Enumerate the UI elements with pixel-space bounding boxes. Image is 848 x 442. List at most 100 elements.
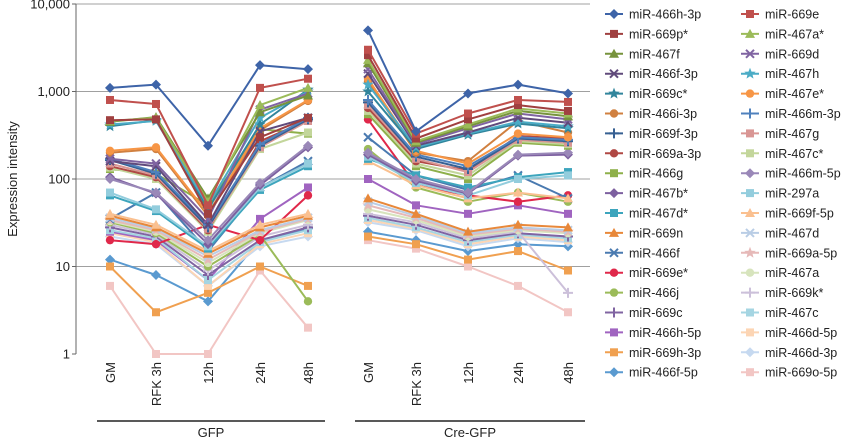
legend-item: miR-467a* bbox=[741, 27, 824, 41]
data-point bbox=[105, 154, 115, 164]
data-point bbox=[303, 191, 313, 200]
data-point bbox=[152, 350, 160, 358]
legend-swatch-marker bbox=[745, 28, 755, 38]
data-point bbox=[204, 209, 212, 218]
legend-label: miR-297a bbox=[765, 187, 819, 201]
legend-item: miR-669p* bbox=[605, 27, 688, 41]
legend-label: miR-467b* bbox=[629, 187, 688, 201]
data-point bbox=[563, 287, 573, 298]
legend-label: miR-467c bbox=[765, 306, 819, 320]
data-point bbox=[255, 107, 265, 117]
data-point bbox=[255, 178, 265, 189]
legend-item: miR-297a bbox=[741, 187, 819, 201]
legend-label: miR-466h-3p bbox=[629, 8, 701, 22]
data-point bbox=[304, 323, 312, 332]
data-point bbox=[151, 239, 161, 249]
data-point bbox=[513, 129, 523, 138]
data-point bbox=[204, 281, 212, 290]
legend-label: miR-669f-5p bbox=[765, 207, 834, 221]
legend-swatch-marker bbox=[746, 149, 754, 158]
legend-item: miR-467a bbox=[741, 266, 819, 280]
data-point bbox=[464, 183, 472, 192]
x-tick-label: 24h bbox=[511, 362, 526, 384]
data-point bbox=[105, 254, 115, 265]
legend-swatch-marker bbox=[609, 128, 619, 139]
data-point bbox=[304, 113, 312, 122]
legend: miR-466h-3p miR-669e miR-669p* miR-467a* miR… bbox=[605, 8, 841, 380]
legend-swatch-marker bbox=[609, 227, 619, 237]
x-tick-label: 12h bbox=[201, 362, 216, 384]
data-point bbox=[151, 167, 161, 178]
data-point bbox=[464, 209, 472, 218]
data-point bbox=[303, 90, 313, 100]
data-point bbox=[304, 281, 312, 290]
data-point bbox=[362, 78, 374, 90]
data-point bbox=[514, 95, 522, 104]
legend-swatch-marker bbox=[610, 169, 618, 178]
x-tick-labels: GM RFK 3h 12h 24h 48h GM RFK 3h 12h 24h 48h bbox=[103, 362, 576, 406]
data-point bbox=[411, 208, 421, 218]
data-point bbox=[303, 140, 313, 151]
legend-swatch-marker bbox=[746, 129, 754, 138]
y-tick-labels: 1 10 100 1,000 10,000 bbox=[30, 0, 70, 362]
legend-label: miR-669n bbox=[629, 226, 683, 240]
data-point bbox=[105, 208, 115, 218]
legend-label: miR-669a-5p bbox=[765, 246, 837, 260]
legend-swatch-marker bbox=[746, 328, 754, 337]
legend-label: miR-669d bbox=[765, 47, 819, 61]
legend-label: miR-467f bbox=[629, 47, 680, 61]
data-point bbox=[564, 308, 572, 317]
x-tick-label: 48h bbox=[301, 362, 316, 384]
legend-label: miR-466m-3p bbox=[765, 107, 841, 121]
data-point bbox=[363, 132, 373, 142]
data-point bbox=[411, 126, 421, 137]
legend-item: miR-467c bbox=[741, 306, 819, 320]
data-point bbox=[513, 219, 523, 229]
data-point bbox=[254, 118, 266, 130]
legend-label: miR-669c bbox=[629, 306, 683, 320]
legend-item: miR-467e* bbox=[741, 87, 824, 101]
legend-label: miR-467c* bbox=[765, 147, 823, 161]
data-point bbox=[463, 226, 473, 236]
data-point bbox=[152, 308, 160, 317]
legend-swatch-marker bbox=[609, 367, 619, 378]
data-point bbox=[363, 94, 373, 105]
data-point bbox=[204, 350, 212, 358]
data-point bbox=[362, 199, 374, 211]
x-tick-label: 24h bbox=[253, 362, 268, 384]
data-point bbox=[564, 209, 572, 218]
legend-swatch-marker bbox=[745, 208, 755, 217]
legend-item: miR-466d-5p bbox=[741, 326, 837, 340]
data-point bbox=[203, 140, 213, 151]
legend-item: miR-669c* bbox=[605, 87, 687, 101]
y-tick-label: 1,000 bbox=[37, 84, 70, 99]
data-point bbox=[255, 60, 265, 71]
data-point bbox=[513, 149, 523, 160]
legend-item: miR-669o-5p bbox=[741, 366, 837, 380]
data-point bbox=[563, 193, 573, 203]
legend-item: miR-466f-5p bbox=[605, 366, 698, 380]
legend-swatch-marker bbox=[745, 228, 755, 238]
x-tick-label: GM bbox=[103, 362, 118, 383]
data-point bbox=[363, 54, 373, 64]
legend-item: miR-467d bbox=[741, 226, 819, 240]
data-point bbox=[464, 115, 472, 124]
data-point bbox=[255, 100, 265, 110]
legend-item: miR-669f-5p bbox=[741, 207, 834, 221]
legend-label: miR-466f bbox=[629, 246, 680, 260]
legend-swatch-marker bbox=[610, 348, 618, 357]
data-point bbox=[303, 208, 313, 218]
legend-item: miR-466j bbox=[605, 286, 679, 300]
group-label: Cre-GFP bbox=[444, 425, 496, 440]
data-point bbox=[151, 219, 161, 229]
data-point bbox=[303, 297, 313, 306]
data-point bbox=[513, 187, 523, 197]
data-point bbox=[514, 281, 522, 290]
data-point bbox=[563, 88, 573, 99]
legend-item: miR-466m-3p bbox=[741, 107, 841, 121]
legend-item: miR-669f-3p bbox=[605, 127, 698, 141]
y-tick-label: 10 bbox=[56, 259, 70, 274]
legend-swatch-marker bbox=[746, 368, 754, 377]
legend-label: miR-467h bbox=[765, 67, 819, 81]
